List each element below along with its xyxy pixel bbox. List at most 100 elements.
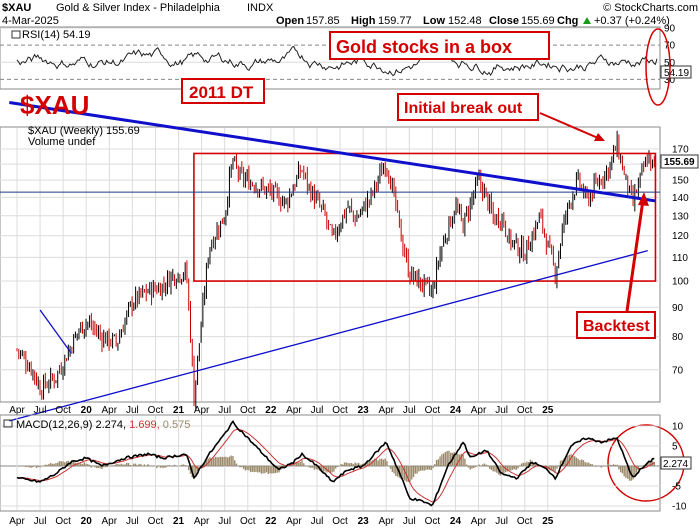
price-last-label: 155.69 [664,157,695,168]
x-tick-label-bottom: Oct [55,516,71,527]
x-tick-label-bottom: 24 [450,516,462,527]
x-tick-label-bottom: Jul [34,516,47,527]
x-tick-label-bottom: Apr [194,516,210,527]
x-tick-label-bottom: Jul [495,516,508,527]
x-tick-label-bottom: 20 [81,516,93,527]
x-tick-label-bottom: Oct [332,516,348,527]
ohlc-line: Open 157.85 High 159.77 Low 152.48 Close… [276,15,670,27]
open-label: Open [276,15,304,27]
chart-index-name: Gold & Silver Index - Philadelphia [56,2,221,14]
x-tick-label: Apr [102,405,118,416]
macd-legend-v3: 0.575 [163,419,191,431]
title-box [329,31,550,60]
x-tick-label: Apr [286,405,302,416]
x-tick-label-bottom: Jul [403,516,416,527]
annotation-breakout: Initial break out [404,100,523,117]
price-candles [16,130,655,411]
annotation-2011-dt: 2011 DT [189,83,254,102]
x-tick-label: Jul [311,405,324,416]
x-tick-label: 23 [358,405,370,416]
x-tick-label: Oct [240,405,256,416]
price-tick-label: 80 [672,332,684,343]
high-label: High [351,15,376,27]
rsi-highlight-ellipse [645,28,671,106]
x-tick-label-bottom: Apr [286,516,302,527]
x-tick-label: Oct [148,405,164,416]
rsi-last-box [660,65,692,79]
x-tick-label: Oct [425,405,441,416]
macd-panel: -10-50510 MACD(12,26,9) 2.274, 1.699, 0.… [0,414,692,513]
up-triangle-icon [583,17,591,24]
macd-tick-label: -5 [672,482,681,493]
price-tick-label: 90 [672,303,684,314]
x-tick-label: Jul [495,405,508,416]
x-tick-label: Oct [55,405,71,416]
x-tick-label: Jul [34,405,47,416]
macd-tick-label: -10 [672,502,687,513]
x-tick-label: Oct [332,405,348,416]
uptrend-line [9,250,648,422]
short-downtrend-line [39,309,72,354]
breakout-box [397,93,539,121]
price-tick-label: 140 [672,193,689,204]
price-tick-label: 130 [672,211,689,222]
x-axis-main: Apr Jul Oct 20 Apr Jul Oct 21 Apr Jul Oct 22 Apr Jul O… [9,405,554,416]
backtest-arrowhead [638,192,649,206]
rsi-frame [0,26,661,90]
high-value: 159.77 [378,15,412,27]
breakout-arrow [539,112,599,139]
rsi-legend: RSI(14) 54.19 [22,29,90,41]
x-tick-label-bottom: Apr [378,516,394,527]
x-tick-label-bottom: Oct [425,516,441,527]
dt-box [181,78,265,104]
backtest-arrow [625,199,645,312]
price-panel: 708090100110120130140150160170 $XAU (Wee… [0,100,699,422]
macd-legend: MACD(12,26,9) 2.274, 1.699, 0.575 [16,419,190,431]
x-tick-label-bottom: Apr [471,516,487,527]
x-tick-label: 22 [265,405,277,416]
trading-range-box [193,152,657,282]
price-legend: $XAU (Weekly) 155.69 [28,125,140,137]
macd-tick-label: 10 [672,422,684,433]
x-tick-label: Apr [9,405,25,416]
x-tick-label: 20 [81,405,93,416]
x-tick-label: 24 [450,405,462,416]
rsi-last-label: 54.19 [664,68,689,79]
macd-legend-v1: 2.274, [95,419,126,431]
macd-frame [0,414,661,512]
x-tick-label-bottom: Jul [311,516,324,527]
low-value: 152.48 [448,15,482,27]
price-grid [0,128,660,401]
low-label: Low [423,15,445,27]
chart-exchange: INDX [247,2,274,14]
x-tick-label: Apr [194,405,210,416]
x-tick-label: Jul [126,405,139,416]
close-label: Close [489,15,519,27]
annotation-title: Gold stocks in a box [336,37,512,57]
macd-signal-line [16,428,655,503]
price-tick-label: 100 [672,277,689,288]
macd-last-label: 2.274 [663,459,688,470]
x-tick-label-bottom: Jul [126,516,139,527]
rsi-line [16,45,658,77]
annotation-backtest: Backtest [583,318,650,335]
chg-value: +0.37 (+0.24%) [594,15,670,27]
x-axis-bottom: Apr Jul Oct 20 Apr Jul Oct 21 Apr Jul Oct 22 Apr Jul O… [9,516,554,527]
open-value: 157.85 [306,15,340,27]
price-tick-label: 120 [672,231,689,242]
macd-line [16,419,655,507]
price-tick-label: 150 [672,176,689,187]
volume-legend: Volume undef [28,136,96,148]
macd-legend-swatch [3,419,13,428]
price-tick-label: 110 [672,253,688,264]
x-tick-label-bottom: Jul [218,516,231,527]
x-tick-label: Jul [403,405,416,416]
x-tick-label-bottom: Oct [148,516,164,527]
chart-source: © StockCharts.com [603,2,698,14]
x-tick-label-bottom: 23 [358,516,370,527]
x-tick-label: 25 [542,405,554,416]
x-tick-label-bottom: Apr [102,516,118,527]
x-tick-label: Oct [517,405,533,416]
breakout-arrowhead [594,133,605,141]
